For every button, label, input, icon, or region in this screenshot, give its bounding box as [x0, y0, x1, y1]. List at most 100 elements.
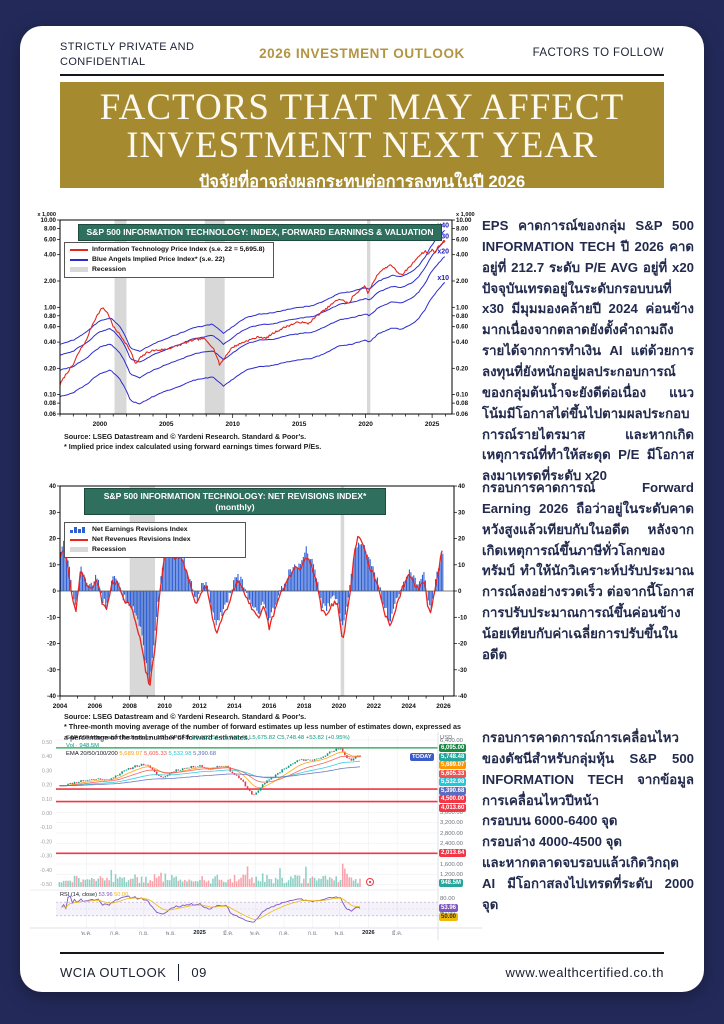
volume-bar [84, 879, 87, 887]
volume-bar [62, 880, 65, 887]
candle-body [331, 751, 333, 753]
candle-body [199, 765, 201, 767]
earnings-revision-bar [129, 591, 132, 607]
footer-divider [60, 952, 664, 954]
earnings-revision-bar [247, 591, 249, 600]
volume-bar [175, 876, 177, 887]
volume-bar [188, 879, 190, 887]
footer-website-link[interactable]: www.wealthcertified.co.th [505, 965, 664, 980]
candle-body [184, 768, 186, 769]
volume-bar [134, 874, 136, 887]
volume-bar [212, 878, 214, 887]
candle-body [166, 775, 169, 777]
volume-bar [302, 878, 305, 887]
candle-body [127, 768, 130, 770]
earnings-revision-bar [137, 591, 139, 620]
volume-bar [86, 879, 89, 887]
y-tick-label: -40 [458, 693, 468, 700]
price-range-lower: กรอบล่าง 4000-4500 จุด [482, 834, 622, 850]
candle-body [300, 759, 303, 760]
earnings-revision-bar [138, 591, 140, 626]
earnings-revision-bar [331, 591, 333, 597]
rsi-value-pill: 53.96 [439, 903, 459, 912]
volume-bar [214, 876, 216, 887]
y-tick-label: 0.20 [44, 365, 57, 372]
volume-bar [60, 882, 63, 887]
candle-body [324, 755, 327, 757]
candle-body [218, 765, 221, 767]
candle-body [164, 776, 167, 778]
left-scale-label: 0.50 [42, 740, 52, 746]
volume-bar [114, 874, 117, 887]
candle-body [80, 780, 82, 783]
earnings-revision-bar [102, 591, 104, 604]
earnings-revision-bar [211, 591, 213, 611]
earnings-revision-bar [256, 591, 258, 611]
volume-bar [348, 877, 350, 887]
multiple-label: x20 [437, 249, 449, 256]
earnings-revision-bar [440, 552, 442, 591]
earnings-revision-bar [391, 591, 393, 614]
candle-body [121, 771, 123, 774]
volume-bar [259, 881, 262, 887]
earnings-revision-bar [317, 581, 319, 591]
rsi-value: 53.96 [98, 892, 113, 898]
earnings-revision-bar [266, 591, 268, 617]
volume-bar [320, 878, 322, 887]
earnings-revision-bar [328, 591, 331, 607]
earnings-revision-bar [371, 566, 373, 591]
earnings-revision-bar [398, 591, 400, 595]
x-tick-label: 2010 [225, 421, 240, 428]
earnings-revision-bar [193, 591, 195, 597]
rsi-ma-line [61, 897, 361, 920]
earnings-revision-bar [106, 591, 108, 603]
earnings-revision-bar [103, 591, 105, 599]
symbol-row: S&P 500 Information Technology · 1D · SP… [66, 735, 350, 743]
x-tick-label: 2024 [401, 703, 416, 710]
candle-body [244, 781, 247, 787]
volume-bar [253, 882, 255, 887]
volume-bar [160, 872, 162, 887]
earnings-revision-bar [356, 547, 358, 591]
y-tick-label: 0.80 [44, 313, 57, 320]
y-tick-label: 30 [458, 509, 465, 516]
earnings-revision-bar [218, 591, 220, 621]
chart1-legend: Information Technology Price Index (s.e.… [64, 242, 274, 278]
candle-body [110, 778, 113, 780]
candle-body [264, 783, 266, 785]
candle-body [238, 775, 240, 779]
volume-row: Vol · 948.5M [66, 742, 100, 749]
y-tick-label: 6.00 [44, 236, 57, 243]
volume-bar [216, 874, 219, 887]
earnings-revision-bar [439, 563, 441, 591]
earnings-revision-bar [407, 574, 409, 591]
earnings-revision-bar [327, 591, 329, 604]
volume-bar [313, 877, 316, 887]
analysis-text-price-range: กรอบการคาดการณ์การเคลื่อนไหวของดัชนีสำหร… [482, 728, 694, 916]
candle-body [158, 775, 160, 776]
unit-label: x 1,000 [456, 212, 475, 218]
earnings-revision-bar [382, 591, 384, 605]
chart2-source: Source: LSEG Datastream and © Yardeni Re… [64, 712, 464, 743]
earnings-revision-bar [326, 591, 328, 611]
earnings-revision-bar [188, 577, 190, 591]
earnings-revision-bar [282, 587, 284, 591]
earnings-revision-bar [311, 558, 313, 591]
candle-body [242, 779, 245, 782]
ema-line [59, 760, 361, 787]
x-tick-label: 2008 [122, 703, 137, 710]
footer-separator [178, 964, 180, 981]
volume-bar [264, 882, 266, 887]
earnings-revision-bar [343, 591, 345, 621]
candle-body [123, 770, 126, 772]
price-axis-label: 2,800.00 [440, 830, 463, 837]
volume-bar [251, 877, 253, 887]
analysis-text-forward-earning: กรอบการคาดการณ์ Forward Earning 2026 ถือ… [482, 480, 694, 662]
price-pill: 6,095.00 [439, 743, 467, 752]
x-tick-label: 2010 [157, 703, 172, 710]
earnings-revision-bar [170, 539, 172, 591]
time-axis-label: มี.ค. [223, 931, 234, 937]
price-pill: 5,532.98 [439, 778, 467, 787]
candle-body [257, 790, 260, 793]
